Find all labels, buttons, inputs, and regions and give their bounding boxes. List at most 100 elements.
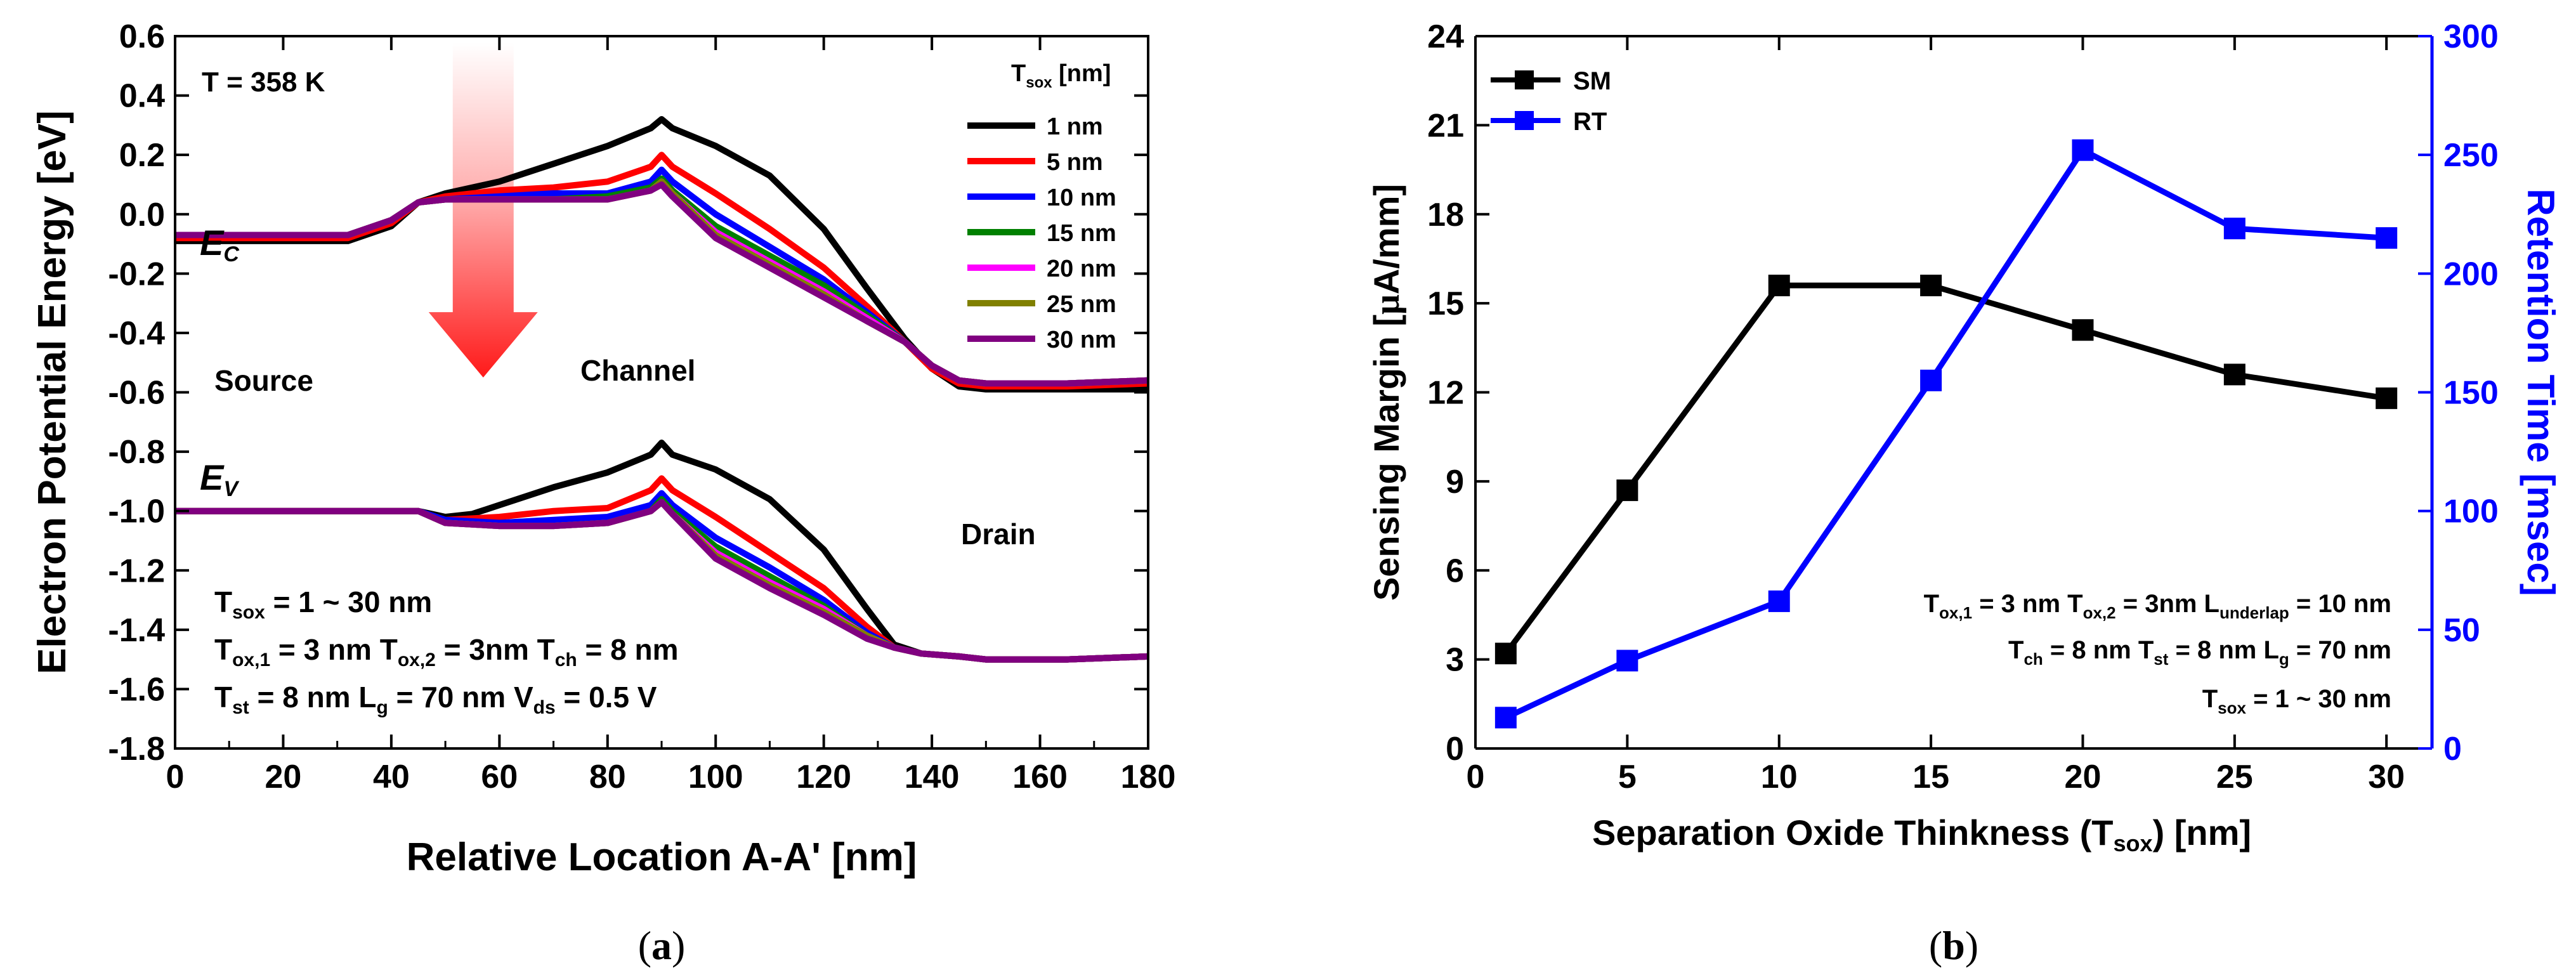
- x-tick-label: 140: [905, 759, 960, 795]
- x-tick-label: 80: [589, 759, 626, 795]
- param-line-3: Tsox = 1 ~ 30 nm: [2202, 685, 2391, 717]
- series-5-ec-line: [175, 178, 1149, 387]
- captions: (a) (b): [638, 923, 1978, 968]
- chart-panel-b: 0 5 10 15 20 25 30 0 3 6 9 12 15 18 21 24 0 50 100 150 200 25…: [1366, 18, 2562, 856]
- x-tick-label: 0: [166, 759, 185, 795]
- series-7-ev-line: [175, 499, 1149, 663]
- decrease-arrow-icon: [428, 42, 538, 378]
- series-SM-point-3: [1920, 275, 1942, 297]
- y-right-tick-label: 50: [2443, 612, 2480, 649]
- x-axis-label: Separation Oxide Thinkness (Tsox) [nm]: [1592, 813, 2251, 856]
- x-tick-label: 100: [688, 759, 743, 795]
- y-right-axis-label: Retention Time [msec]: [2520, 188, 2562, 596]
- y-tick-label: 0.4: [119, 78, 165, 115]
- series-SM-line: [1503, 282, 2387, 655]
- y-tick-label: 0.0: [119, 197, 165, 233]
- x-tick-label: 15: [1912, 759, 1949, 795]
- legend-entry-5: 20 nm: [1047, 256, 1116, 282]
- series-RT-line: [1504, 146, 2387, 721]
- x-tick-label: 60: [481, 759, 518, 795]
- series-RT-point-6: [2376, 227, 2398, 249]
- caption-a: (a): [638, 923, 686, 968]
- legend-entry-6: 25 nm: [1047, 291, 1116, 318]
- x-axis-label: Relative Location A-A' [nm]: [407, 835, 917, 879]
- param-line-2: Tch = 8 nm Tst = 8 nm Lg = 70 nm: [2008, 636, 2391, 669]
- y-tick-label: -1.0: [108, 493, 165, 530]
- y-left-tick-label: 18: [1427, 197, 1464, 233]
- y-left-tick-label: 3: [1446, 642, 1464, 679]
- series-RT-point-2: [1768, 590, 1790, 612]
- x-tick-label: 30: [2368, 759, 2405, 795]
- series-SM-point-0: [1494, 643, 1517, 665]
- series-SM-point-6: [2376, 387, 2398, 409]
- series-SM-point-1: [1616, 479, 1638, 501]
- y-tick-label: 0.2: [119, 137, 165, 174]
- y-left-tick-label: 24: [1427, 18, 1464, 55]
- chart-panel-a: 0 20 40 60 80 100 120 140 160 180 -1.8 -1.6 -1.4 -1.2…: [30, 18, 1175, 879]
- x-tick-label: 25: [2216, 759, 2253, 795]
- y-tick-label: -0.2: [108, 256, 165, 292]
- x-tick-label: 10: [1761, 759, 1798, 795]
- y-left-tick-label: 15: [1427, 285, 1464, 322]
- x-tick-label: 5: [1618, 759, 1637, 795]
- y-left-tick-label: 0: [1446, 731, 1464, 768]
- y-tick-label: -1.2: [108, 552, 165, 589]
- y-tick-label: -0.6: [108, 375, 165, 412]
- temperature-label: T = 358 K: [202, 67, 325, 98]
- legend-entry-SM: SM: [1573, 67, 1611, 95]
- y-left-axis-label: Sensing Margin [μA/mm]: [1366, 184, 1407, 601]
- legend-entry-2: 5 nm: [1047, 149, 1103, 176]
- legend-entry-7: 30 nm: [1047, 327, 1116, 353]
- ec-label: EC: [200, 223, 239, 266]
- x-tick-label: 20: [2065, 759, 2102, 795]
- y-right-tick-label: 150: [2443, 375, 2499, 412]
- param-line-1: Tsox = 1 ~ 30 nm: [214, 585, 432, 623]
- legend-entry-1: 1 nm: [1047, 114, 1103, 140]
- legend-marker-SM: [1515, 70, 1534, 89]
- ev-label: EV: [200, 457, 240, 501]
- y-left-tick-label: 21: [1427, 107, 1464, 144]
- y-left-tick-label: 6: [1446, 552, 1464, 589]
- y-left-tick-label: 9: [1446, 464, 1464, 500]
- x-tick-label: 40: [373, 759, 410, 795]
- y-tick-label: -0.8: [108, 434, 165, 471]
- series-RT-point-3: [1920, 369, 1942, 391]
- y-right-tick-label: 0: [2443, 731, 2462, 768]
- y-right-tick-label: 200: [2443, 256, 2499, 292]
- series-3-ec-line: [175, 166, 1149, 387]
- series-4-ec-line: [175, 175, 1149, 387]
- series-SM-point-4: [2072, 319, 2094, 341]
- legend-title: Tsox [nm]: [1011, 60, 1111, 91]
- x-tick-label: 20: [265, 759, 302, 795]
- legend-marker-RT: [1515, 111, 1534, 130]
- param-line-1: Tox,1 = 3 nm Tox,2 = 3nm Lunderlap = 10 …: [1924, 590, 2391, 622]
- x-tick-label: 180: [1121, 759, 1176, 795]
- channel-label: Channel: [580, 354, 695, 387]
- param-line-3: Tst = 8 nm Lg = 70 nm Vds = 0.5 V: [214, 681, 657, 718]
- caption-b: (b): [1929, 923, 1978, 968]
- y-right-tick-label: 100: [2443, 493, 2499, 530]
- param-line-2: Tox,1 = 3 nm Tox,2 = 3nm Tch = 8 nm: [214, 633, 679, 670]
- y-tick-label: 0.6: [119, 18, 165, 55]
- y-tick-label: -0.4: [108, 315, 165, 352]
- series-SM-point-5: [2223, 363, 2246, 386]
- series-RT-point-1: [1616, 650, 1638, 672]
- legend-entry-3: 10 nm: [1047, 185, 1116, 211]
- series-RT-point-5: [2223, 218, 2246, 240]
- y-tick-label: -1.4: [108, 612, 165, 649]
- legend-entry-RT: RT: [1573, 108, 1607, 136]
- series-6-ec-line: [175, 178, 1149, 387]
- source-label: Source: [214, 364, 313, 397]
- x-tick-label: 160: [1012, 759, 1068, 795]
- y-right-tick-label: 250: [2443, 137, 2499, 174]
- drain-label: Drain: [961, 518, 1036, 551]
- x-tick-label: 120: [796, 759, 851, 795]
- series-SM-point-2: [1768, 275, 1790, 297]
- series-7-ec-line: [175, 181, 1149, 387]
- y-left-tick-label: 12: [1427, 375, 1464, 412]
- y-tick-label: -1.8: [108, 731, 165, 768]
- x-tick-label: 0: [1467, 759, 1485, 795]
- series-RT-point-0: [1494, 707, 1517, 729]
- y-axis-label: Electron Potential Energy [eV]: [30, 110, 74, 674]
